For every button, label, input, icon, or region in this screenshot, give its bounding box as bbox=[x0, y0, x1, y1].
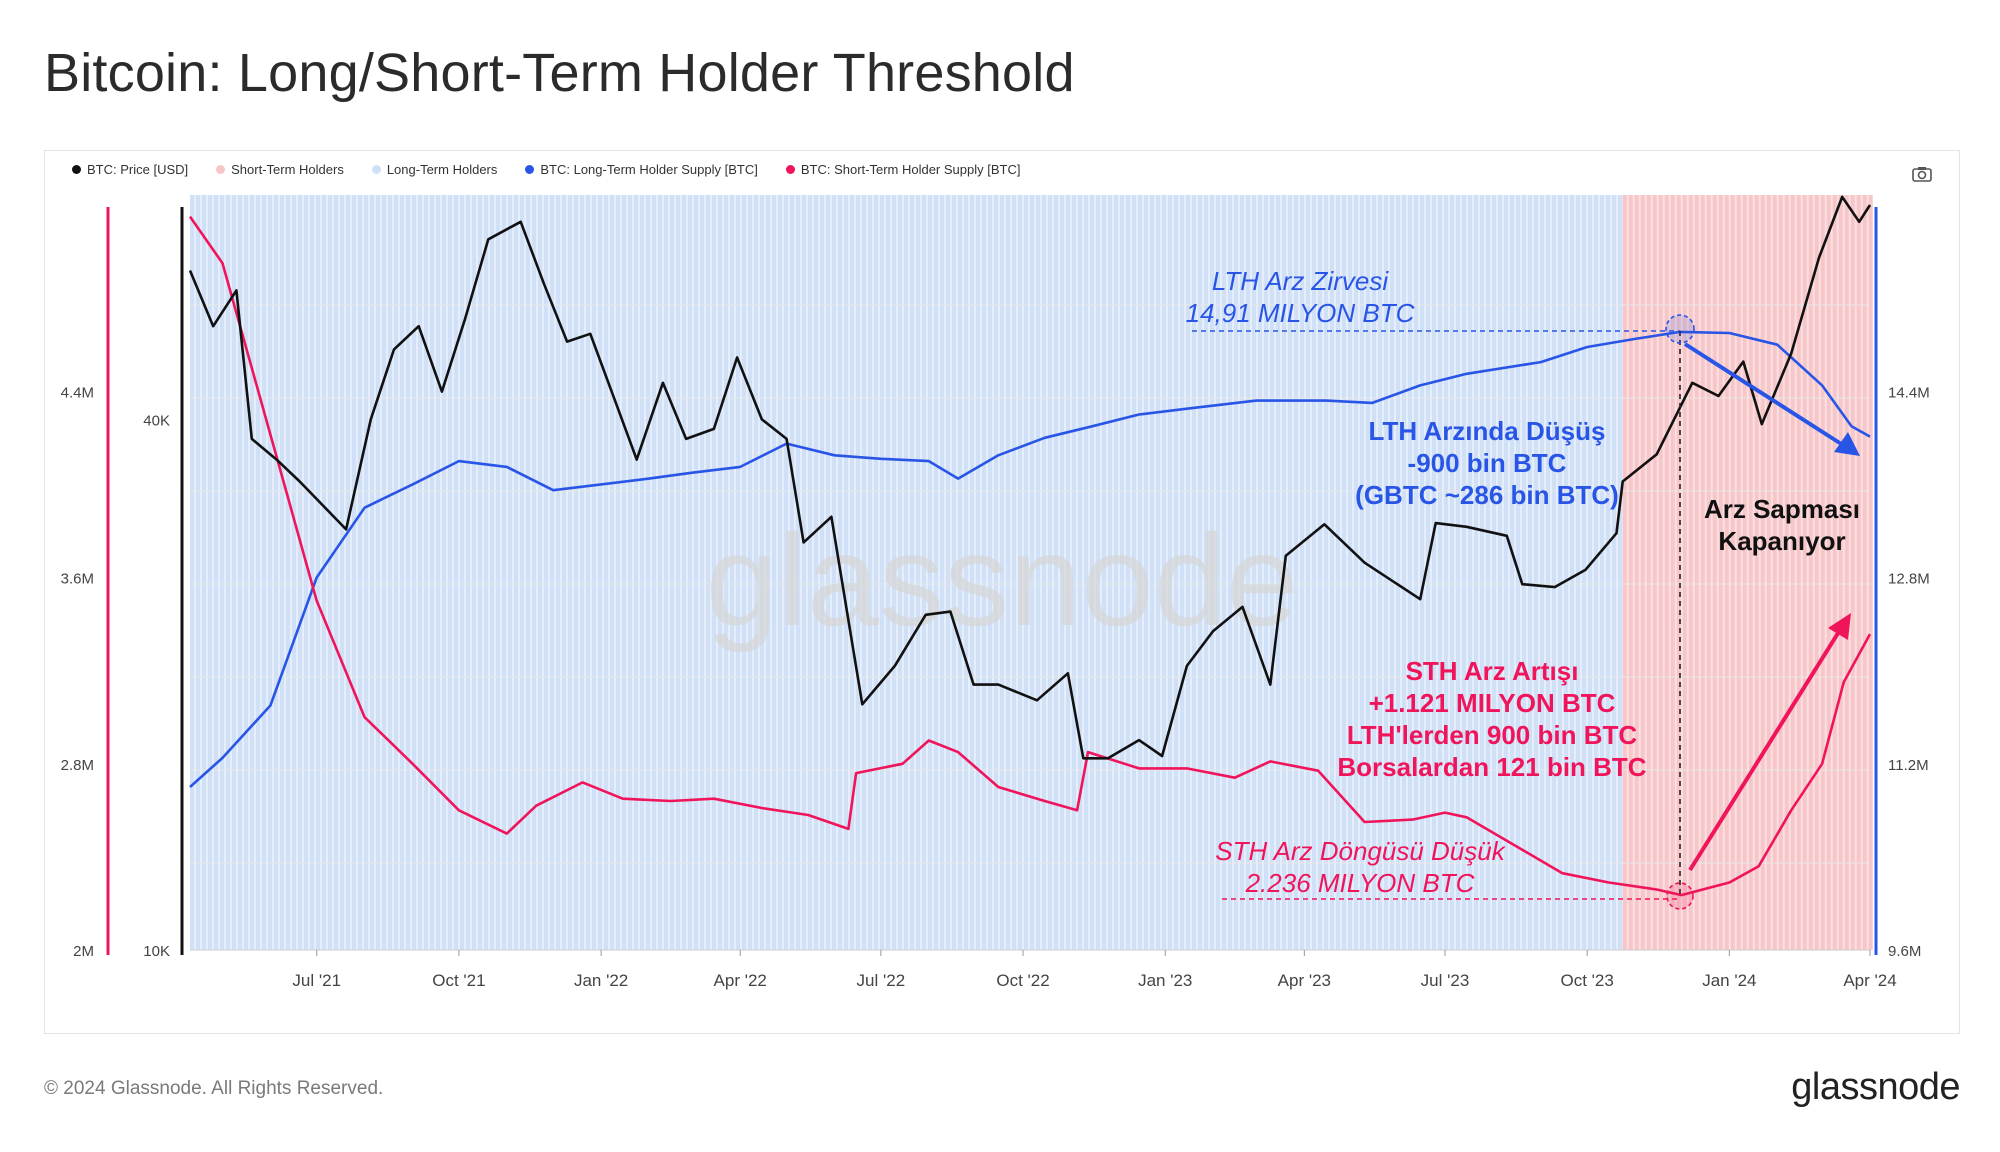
legend-label: Short-Term Holders bbox=[231, 162, 344, 177]
glassnode-logo: glassnode bbox=[1791, 1066, 1960, 1108]
legend-item-lth-supply[interactable]: BTC: Long-Term Holder Supply [BTC] bbox=[525, 162, 758, 177]
legend-dot bbox=[525, 165, 535, 174]
legend-item-sth-region[interactable]: Short-Term Holders bbox=[216, 162, 344, 177]
copyright-text: © 2024 Glassnode. All Rights Reserved. bbox=[44, 1078, 384, 1099]
chart-frame bbox=[44, 150, 1960, 1034]
legend-label: Long-Term Holders bbox=[386, 162, 498, 177]
legend-label: BTC: Short-Term Holder Supply [BTC] bbox=[800, 162, 1021, 177]
legend-dot bbox=[216, 165, 226, 174]
legend-label: BTC: Long-Term Holder Supply [BTC] bbox=[540, 162, 758, 177]
camera-icon[interactable] bbox=[1912, 166, 1932, 182]
legend-item-price[interactable]: BTC: Price [USD] bbox=[72, 162, 188, 177]
legend-item-lth-region[interactable]: Long-Term Holders bbox=[371, 162, 498, 177]
page-title: Bitcoin: Long/Short-Term Holder Threshol… bbox=[44, 43, 1075, 103]
legend-label: BTC: Price [USD] bbox=[87, 162, 189, 177]
legend-dot bbox=[371, 165, 381, 174]
legend-dot bbox=[72, 165, 81, 174]
chart-legend: BTC: Price [USD] Short-Term Holders Long… bbox=[72, 162, 1020, 177]
legend-dot bbox=[785, 165, 795, 174]
legend-item-sth-supply[interactable]: BTC: Short-Term Holder Supply [BTC] bbox=[785, 162, 1021, 177]
